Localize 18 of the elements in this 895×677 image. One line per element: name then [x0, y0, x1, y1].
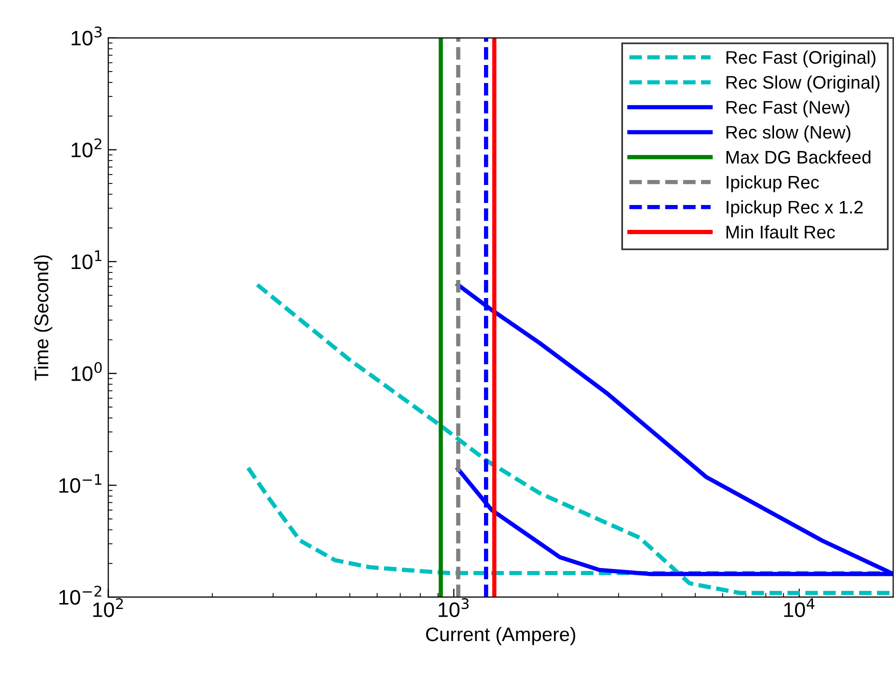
x-tick-label: 10$^{2}$ [93, 598, 123, 618]
y-tick-label: 10$^{−1}$ [59, 474, 102, 493]
legend-label: Ipickup Rec x 1.2 [726, 200, 863, 218]
y-tick-label: 10$^{0}$ [72, 362, 102, 382]
y-tick-label: 10$^{2}$ [72, 138, 102, 158]
legend-label: Rec Slow (Original) [726, 76, 880, 92]
legend-label: Min Ifault Rec [726, 225, 835, 239]
legend-label: Rec Fast (Original) [726, 50, 876, 68]
x-tick-label: 10$^{3}$ [438, 598, 469, 618]
legend-label: Rec slow (New) [726, 125, 850, 142]
x-tick-label: 10$^{4}$ [784, 598, 814, 618]
legend-label: Ipickup Rec [726, 175, 819, 192]
y-tick-label: 10$^{1}$ [72, 250, 102, 270]
legend-label: Rec Fast (New) [726, 100, 850, 118]
x-axis-title: Current (Ampere) [426, 626, 576, 646]
y-axis-title: Time (Second) [34, 255, 52, 380]
legend-label: Max DG Backfeed [726, 150, 870, 164]
y-tick-label: 10$^{3}$ [72, 26, 102, 46]
